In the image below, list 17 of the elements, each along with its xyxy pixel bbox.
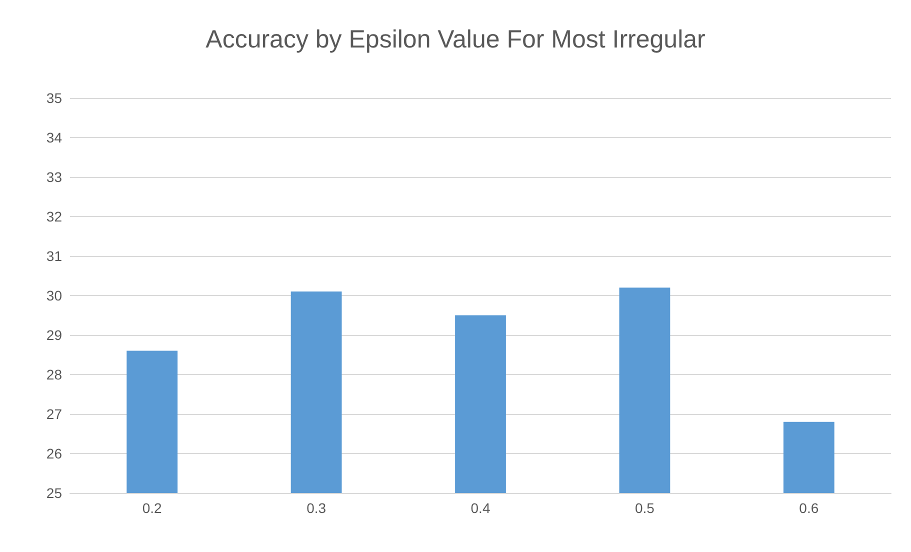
y-tick-label: 33 [46,169,62,185]
y-tick-label: 34 [46,130,62,146]
x-tick-label: 0.2 [142,500,162,516]
y-tick-label: 31 [46,248,62,264]
x-tick-label: 0.4 [470,500,490,516]
y-tick-label: 27 [46,406,62,422]
y-tick-label: 35 [46,90,62,106]
chart-title: Accuracy by Epsilon Value For Most Irregular [206,26,706,54]
y-tick-label: 25 [46,485,62,501]
x-tick-label: 0.5 [634,500,655,516]
y-tick-label: 30 [46,288,62,304]
x-tick-label: 0.3 [306,500,326,516]
y-tick-label: 28 [46,366,62,382]
x-tick-label: 0.6 [799,500,819,516]
y-tick-label: 26 [46,446,62,462]
y-tick-label: 32 [46,208,62,224]
y-tick-label: 29 [46,327,62,343]
